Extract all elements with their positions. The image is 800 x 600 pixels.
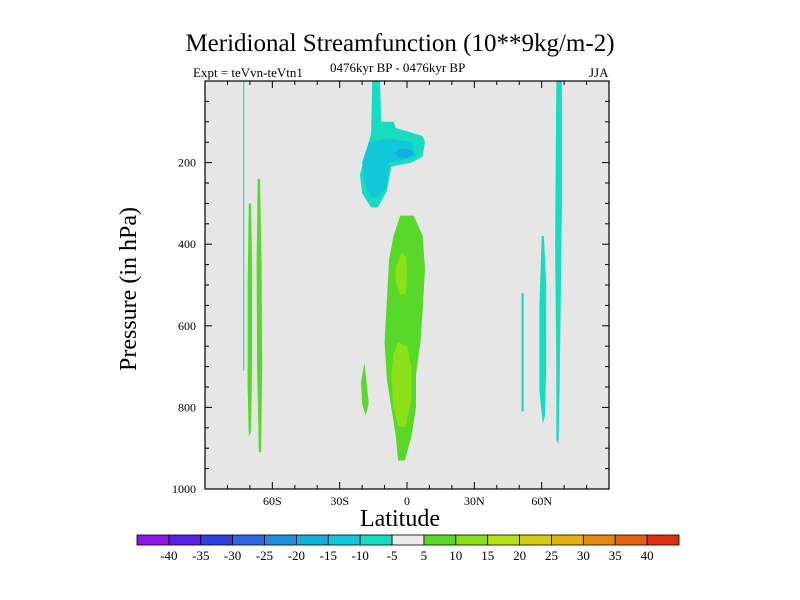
x-axis-label: Latitude xyxy=(360,506,440,532)
colorbar-label: 20 xyxy=(513,548,526,563)
y-tick-label: 800 xyxy=(178,400,196,414)
y-tick-label: 200 xyxy=(178,156,196,170)
colorbar-label: -25 xyxy=(256,548,273,563)
tick-layer: 60S 30S 0 30N 60N 200 400 600 800 1000 xyxy=(172,80,610,508)
colorbar-swatch xyxy=(136,534,170,546)
colorbar-label: -40 xyxy=(160,548,177,563)
y-tick-label: 600 xyxy=(178,319,196,333)
contour-nh-left-blob xyxy=(539,236,547,424)
colorbar-swatch xyxy=(487,534,520,546)
x-tick-label: 60S xyxy=(263,494,282,508)
colorbar-label: -10 xyxy=(352,548,369,563)
x-tick-label: 0 xyxy=(404,494,410,508)
y-tick-label: 400 xyxy=(178,237,196,251)
time-range-label: 0476kyr BP - 0476kyr BP xyxy=(330,60,466,75)
colorbar-swatch xyxy=(614,534,648,546)
colorbar-swatch xyxy=(423,534,457,546)
x-tick-label: 60N xyxy=(531,494,552,508)
colorbar-swatch xyxy=(455,534,489,546)
colorbar-label: 40 xyxy=(641,548,654,563)
colorbar-swatch xyxy=(296,534,329,546)
colorbar-label: -30 xyxy=(224,548,241,563)
colorbar-swatch xyxy=(582,534,616,546)
colorbar-label: -20 xyxy=(288,548,305,563)
colorbar-swatch xyxy=(327,534,361,546)
colorbar-swatch xyxy=(232,534,265,546)
colorbar-label: 25 xyxy=(545,548,558,563)
colorbar-label: -15 xyxy=(320,548,337,563)
colorbar-swatch xyxy=(168,534,202,546)
contour-layer xyxy=(243,81,562,461)
colorbar-label: 30 xyxy=(577,548,590,563)
colorbar-label: -5 xyxy=(387,548,398,563)
colorbar-label: 15 xyxy=(481,548,494,563)
colorbar-label: 10 xyxy=(449,548,462,563)
contour-eq-upper-neg-center xyxy=(395,148,414,158)
contour-eq-lower-pos-core-lower xyxy=(391,342,412,428)
colorbar-label: 5 xyxy=(421,548,428,563)
colorbar-swatch xyxy=(359,534,393,546)
chart-title: Meridional Streamfunction (10**9kg/m-2) xyxy=(185,30,615,57)
contour-sh-right-blob xyxy=(256,178,263,453)
colorbar-swatch xyxy=(646,534,680,546)
colorbar-swatch xyxy=(264,534,297,546)
contour-sh-left-blob xyxy=(247,203,253,436)
contour-sh-thin-line xyxy=(243,81,245,371)
season-label: JJA xyxy=(589,65,609,80)
colorbar-swatch xyxy=(519,534,552,546)
experiment-label: Expt = teVvn-teVtn1 xyxy=(193,65,303,80)
colorbar-label: -35 xyxy=(192,548,209,563)
colorbar-swatch xyxy=(391,534,425,546)
colorbar: -40 -35 -30 -25 -20 -15 -10 -5 5 10 15 20 25 30 35 40 xyxy=(136,534,680,563)
colorbar-swatch xyxy=(551,534,584,546)
y-tick-label: 1000 xyxy=(172,482,196,496)
x-tick-label: 30S xyxy=(330,494,349,508)
contour-nh-thin-line xyxy=(521,293,524,412)
x-tick-label: 30N xyxy=(464,494,485,508)
contour-midlat-small-blob xyxy=(361,362,369,416)
contour-eq-lower-pos-core-upper xyxy=(395,252,407,296)
contour-nh-tall-blob xyxy=(555,81,562,445)
colorbar-label: 35 xyxy=(609,548,622,563)
colorbar-swatch xyxy=(200,534,234,546)
